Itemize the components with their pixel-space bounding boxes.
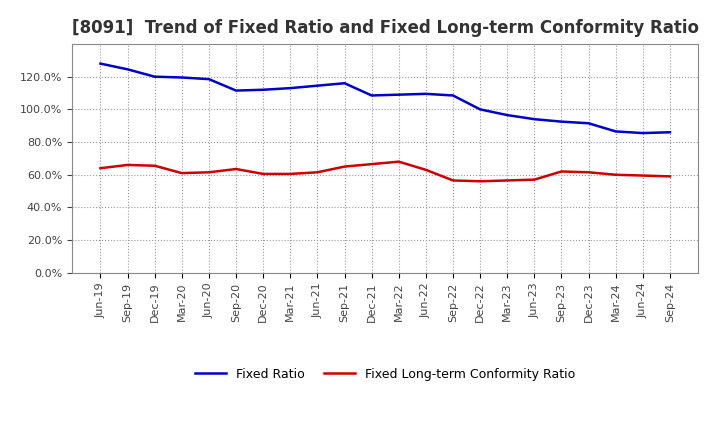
Fixed Ratio (123, 67, 132, 72)
Fixed Long-term Conformity Ratio (204, 170, 213, 175)
Fixed Long-term Conformity Ratio (611, 172, 620, 177)
Fixed Ratio (204, 77, 213, 82)
Fixed Ratio (639, 130, 647, 136)
Fixed Ratio (395, 92, 403, 97)
Fixed Ratio (584, 121, 593, 126)
Line: Fixed Long-term Conformity Ratio: Fixed Long-term Conformity Ratio (101, 161, 670, 181)
Fixed Long-term Conformity Ratio (341, 164, 349, 169)
Legend: Fixed Ratio, Fixed Long-term Conformity Ratio: Fixed Ratio, Fixed Long-term Conformity … (190, 363, 580, 385)
Fixed Long-term Conformity Ratio (286, 171, 294, 176)
Fixed Ratio (557, 119, 566, 124)
Fixed Long-term Conformity Ratio (665, 174, 674, 179)
Fixed Ratio (341, 81, 349, 86)
Fixed Ratio (530, 117, 539, 122)
Fixed Long-term Conformity Ratio (530, 177, 539, 182)
Fixed Ratio (611, 129, 620, 134)
Fixed Ratio (178, 75, 186, 80)
Line: Fixed Ratio: Fixed Ratio (101, 64, 670, 133)
Fixed Long-term Conformity Ratio (259, 171, 268, 176)
Fixed Long-term Conformity Ratio (96, 165, 105, 171)
Fixed Ratio (286, 85, 294, 91)
Fixed Ratio (367, 93, 376, 98)
Fixed Long-term Conformity Ratio (421, 167, 430, 172)
Fixed Long-term Conformity Ratio (449, 178, 457, 183)
Fixed Long-term Conformity Ratio (313, 170, 322, 175)
Fixed Ratio (96, 61, 105, 66)
Fixed Ratio (503, 113, 511, 118)
Fixed Long-term Conformity Ratio (367, 161, 376, 167)
Fixed Long-term Conformity Ratio (232, 166, 240, 172)
Fixed Long-term Conformity Ratio (557, 169, 566, 174)
Fixed Ratio (259, 87, 268, 92)
Fixed Long-term Conformity Ratio (178, 170, 186, 176)
Fixed Ratio (449, 93, 457, 98)
Title: [8091]  Trend of Fixed Ratio and Fixed Long-term Conformity Ratio: [8091] Trend of Fixed Ratio and Fixed Lo… (72, 19, 698, 37)
Fixed Ratio (313, 83, 322, 88)
Fixed Ratio (232, 88, 240, 93)
Fixed Ratio (665, 130, 674, 135)
Fixed Ratio (421, 91, 430, 96)
Fixed Long-term Conformity Ratio (639, 173, 647, 178)
Fixed Long-term Conformity Ratio (584, 170, 593, 175)
Fixed Ratio (150, 74, 159, 79)
Fixed Long-term Conformity Ratio (476, 179, 485, 184)
Fixed Ratio (476, 107, 485, 112)
Fixed Long-term Conformity Ratio (150, 163, 159, 169)
Fixed Long-term Conformity Ratio (123, 162, 132, 168)
Fixed Long-term Conformity Ratio (395, 159, 403, 164)
Fixed Long-term Conformity Ratio (503, 178, 511, 183)
